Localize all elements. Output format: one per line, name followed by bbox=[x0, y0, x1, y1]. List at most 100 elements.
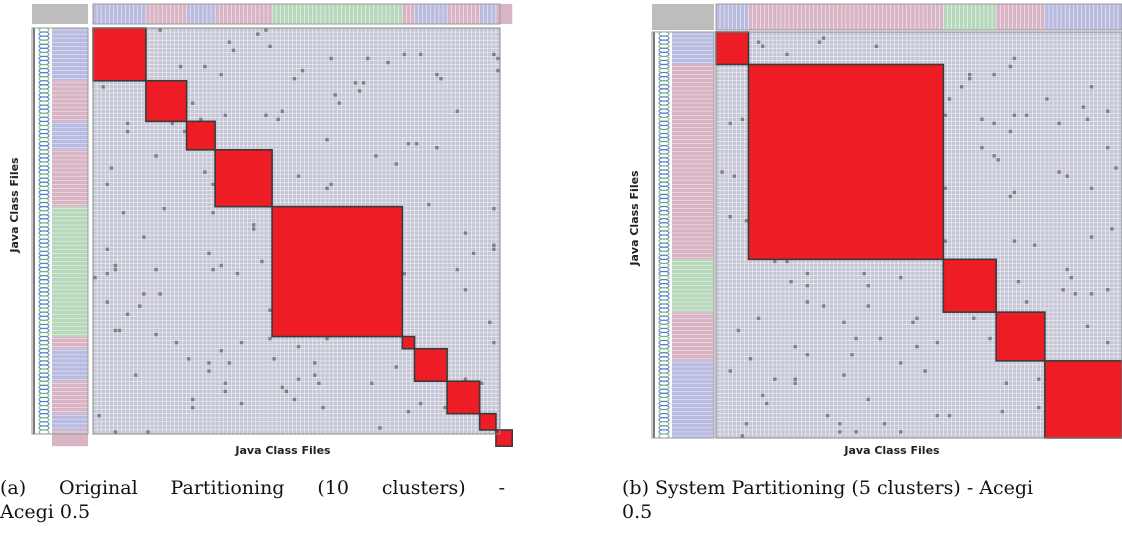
dependency-cell bbox=[227, 40, 232, 44]
dependency-cell bbox=[105, 271, 109, 276]
dependency-cell bbox=[842, 373, 846, 377]
dependency-cell bbox=[199, 117, 203, 122]
dependency-cell bbox=[125, 121, 130, 126]
dependency-cell bbox=[882, 422, 887, 426]
dependency-cell bbox=[728, 215, 732, 219]
dependency-cell bbox=[252, 223, 256, 227]
dependency-cell bbox=[911, 320, 915, 325]
dependency-cell bbox=[190, 101, 195, 105]
dependency-cell bbox=[292, 397, 297, 402]
dependency-cell bbox=[740, 434, 745, 438]
dependency-cell bbox=[748, 357, 753, 361]
dependency-cell bbox=[219, 72, 223, 77]
cluster-block bbox=[145, 79, 188, 123]
dependency-cell bbox=[182, 129, 187, 134]
dependency-cell bbox=[406, 409, 411, 414]
dependency-cell bbox=[992, 121, 996, 126]
caption-line-2: Acegi 0.5 bbox=[0, 501, 91, 523]
dependency-cell bbox=[1081, 105, 1086, 109]
dependency-cell bbox=[736, 328, 741, 333]
matrix-border bbox=[715, 31, 1122, 439]
dependency-cell bbox=[988, 336, 992, 341]
dependency-cell bbox=[414, 141, 419, 146]
dependency-cell bbox=[113, 430, 118, 434]
dependency-cell bbox=[374, 154, 378, 158]
dependency-cell bbox=[97, 414, 101, 418]
dependency-cell bbox=[866, 397, 870, 402]
dependency-cell bbox=[296, 174, 301, 178]
dependency-cell bbox=[899, 430, 903, 434]
dependency-cell bbox=[154, 267, 158, 272]
dependency-cell bbox=[463, 231, 468, 235]
dependency-cell bbox=[992, 72, 996, 77]
dependency-cell bbox=[821, 304, 826, 308]
dependency-cell bbox=[113, 328, 118, 333]
dependency-cell bbox=[899, 275, 903, 280]
dependency-cell bbox=[1106, 288, 1110, 292]
dependency-cell bbox=[378, 426, 382, 430]
dependency-cell bbox=[1073, 292, 1078, 296]
dependency-cell bbox=[915, 344, 919, 349]
dependency-cell bbox=[720, 170, 724, 174]
dependency-cell bbox=[1008, 64, 1013, 69]
dependency-cell bbox=[174, 340, 179, 345]
header-band bbox=[186, 4, 216, 24]
dsm-matrix-system: Java Class Files Java Class Files bbox=[628, 3, 1122, 457]
cluster-block bbox=[495, 429, 514, 447]
dependency-cell bbox=[427, 202, 431, 207]
dependency-cell bbox=[488, 320, 492, 325]
dependency-cell bbox=[866, 304, 870, 308]
dependency-cell bbox=[158, 292, 162, 296]
dependency-cell bbox=[252, 227, 256, 231]
dependency-cell bbox=[793, 381, 797, 385]
dependency-cell bbox=[439, 77, 443, 81]
dependency-cell bbox=[418, 52, 423, 57]
dependency-cell bbox=[1012, 113, 1017, 117]
dependency-cell bbox=[854, 336, 858, 341]
dependency-cell bbox=[923, 369, 927, 373]
header-band bbox=[943, 4, 997, 30]
dependency-cell bbox=[296, 377, 301, 381]
dependency-cell bbox=[186, 357, 191, 361]
dependency-cell bbox=[479, 381, 484, 385]
caption-line-1: (a) Original Partitioning (10 clusters) … bbox=[0, 477, 505, 499]
dependency-cell bbox=[1106, 340, 1110, 345]
matrix-border bbox=[92, 27, 501, 435]
dependency-cell bbox=[773, 377, 777, 381]
dependency-cell bbox=[1065, 267, 1069, 272]
dependency-cell bbox=[789, 279, 793, 284]
dependency-cell bbox=[1061, 288, 1065, 292]
dependency-cell bbox=[292, 77, 297, 81]
dependency-cell bbox=[402, 52, 407, 57]
side-band bbox=[52, 206, 88, 337]
dependency-cell bbox=[1069, 275, 1073, 280]
dependency-cell bbox=[996, 158, 1000, 162]
dependency-cell bbox=[276, 117, 280, 122]
dependency-cell bbox=[744, 422, 749, 426]
header-band bbox=[93, 4, 146, 24]
dependency-cell bbox=[1024, 300, 1029, 304]
dependency-cell bbox=[1057, 121, 1061, 126]
dependency-cell bbox=[211, 267, 215, 272]
dependency-cell bbox=[980, 117, 984, 122]
dependency-cell bbox=[463, 288, 468, 292]
cluster-block bbox=[478, 412, 497, 431]
dependency-cell bbox=[1016, 279, 1021, 284]
side-band bbox=[52, 429, 88, 447]
dependency-cell bbox=[947, 413, 952, 418]
header-border bbox=[92, 3, 501, 25]
dependency-cell bbox=[361, 81, 366, 85]
dependency-cell bbox=[406, 141, 411, 146]
dependency-cell bbox=[838, 430, 842, 434]
dependency-cell bbox=[125, 129, 130, 134]
header-border bbox=[715, 3, 1122, 31]
dependency-cell bbox=[1089, 85, 1094, 89]
dependency-cell bbox=[325, 186, 329, 191]
dependency-cell bbox=[492, 340, 496, 345]
dependency-cell bbox=[280, 385, 284, 390]
dependency-cell bbox=[190, 405, 195, 410]
corner-box bbox=[32, 4, 88, 24]
dependency-cell bbox=[313, 361, 317, 365]
dependency-cell bbox=[728, 121, 732, 126]
dependency-cell bbox=[105, 182, 109, 187]
